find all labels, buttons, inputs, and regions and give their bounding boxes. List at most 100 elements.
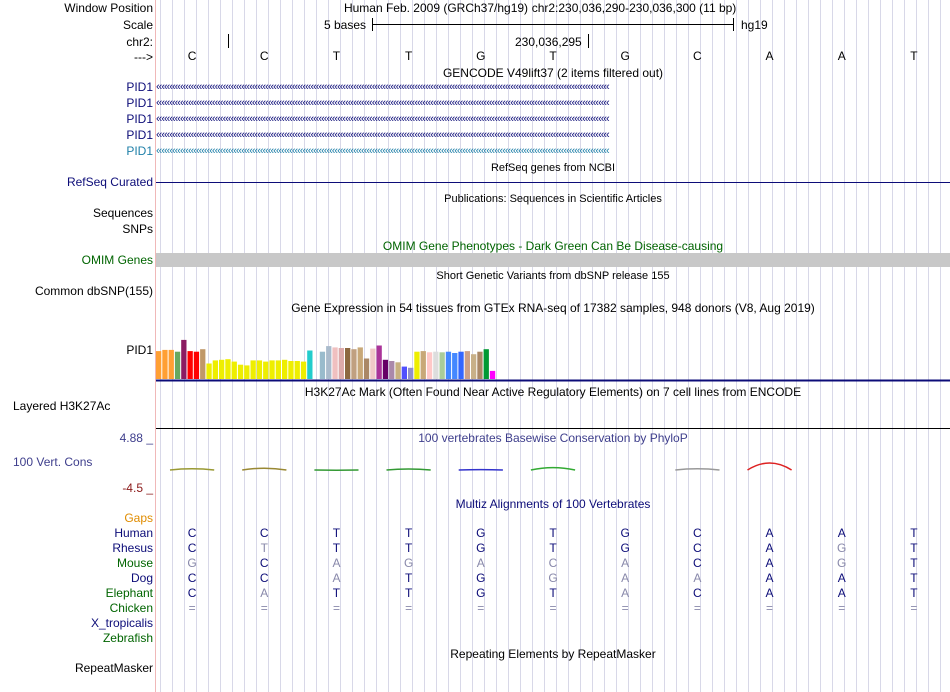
cons-track-title: 100 vertebrates Basewise Conservation by… <box>418 431 688 445</box>
alignment-base-chicken: = <box>332 601 340 615</box>
gaps-label: Gaps <box>124 511 153 525</box>
gtex-tissue-bar <box>370 348 376 379</box>
gtex-gene-label[interactable]: PID1 <box>126 343 153 357</box>
pubs-track-title: Publications: Sequences in Scientific Ar… <box>444 193 662 205</box>
gtex-tissue-bar <box>256 360 263 379</box>
alignment-base-mouse: A <box>476 556 485 570</box>
gtex-tissue-bar <box>294 361 300 379</box>
scale-bar <box>372 24 733 25</box>
gtex-tissue-bar <box>395 362 401 379</box>
scale-bar-left-tick <box>372 18 373 31</box>
h3k27ac-track-label[interactable]: Layered H3K27Ac <box>13 399 111 413</box>
alignment-base-mouse: C <box>259 556 269 570</box>
gtex-tissue-bar <box>206 363 212 379</box>
reference-base: C <box>259 49 269 63</box>
species-label-human: Human <box>114 526 153 540</box>
gene-label-pid1[interactable]: PID1 <box>126 96 153 110</box>
reference-base: T <box>910 49 918 63</box>
alignment-base-elephant: A <box>621 586 630 600</box>
gtex-tissue-bar <box>464 351 470 379</box>
alignment-base-human: T <box>404 526 413 540</box>
conservation-plot[interactable] <box>156 445 950 495</box>
alignment-base-human: T <box>332 526 341 540</box>
gtex-tissue-bar <box>433 351 439 379</box>
db-label: hg19 <box>741 18 768 32</box>
refseq-intron-line[interactable] <box>156 182 950 183</box>
gtex-tissue-bar <box>193 351 200 379</box>
refseq-track-title: RefSeq genes from NCBI <box>490 162 616 174</box>
gene-model-pid1[interactable]: ‹‹‹‹‹‹‹‹‹‹‹‹‹‹‹‹‹‹‹‹‹‹‹‹‹‹‹‹‹‹‹‹‹‹‹‹‹‹‹‹… <box>156 113 610 125</box>
gtex-tissue-bar <box>489 370 496 379</box>
gene-label-pid1[interactable]: PID1 <box>126 112 153 126</box>
reference-base: G <box>620 49 630 63</box>
gtex-bar-chart[interactable] <box>156 312 950 382</box>
window-position-label: Window Position <box>64 1 153 15</box>
alignment-base-chicken: = <box>910 601 918 615</box>
gtex-tissue-bar <box>200 349 206 379</box>
gtex-tissue-bar <box>174 351 181 379</box>
gene-model-pid1[interactable]: ‹‹‹‹‹‹‹‹‹‹‹‹‹‹‹‹‹‹‹‹‹‹‹‹‹‹‹‹‹‹‹‹‹‹‹‹‹‹‹‹… <box>156 97 610 109</box>
gtex-tissue-bar <box>458 351 464 379</box>
conservation-mark <box>242 467 287 471</box>
reference-base: T <box>404 49 413 63</box>
alignment-base-dog: G <box>548 571 558 585</box>
alignment-base-chicken: = <box>188 601 196 615</box>
alignment-base-dog: A <box>837 571 846 585</box>
reference-base: C <box>693 49 702 63</box>
gtex-tissue-bar <box>345 348 351 379</box>
alignment-base-chicken: = <box>260 601 268 615</box>
alignment-base-human: C <box>259 526 269 540</box>
alignment-base-rhesus: T <box>404 541 413 555</box>
gtex-track-title: Gene Expression in 54 tissues from GTEx … <box>291 301 815 315</box>
alignment-base-elephant: G <box>476 586 486 600</box>
alignment-base-mouse: A <box>621 556 630 570</box>
reference-base: G <box>476 49 486 63</box>
repeatmasker-track-label[interactable]: RepeatMasker <box>74 661 153 675</box>
alignment-base-mouse: G <box>403 556 414 570</box>
gtex-tissue-bar <box>483 349 489 379</box>
alignment-base-mouse: C <box>548 556 558 570</box>
species-label-elephant: Elephant <box>105 586 153 600</box>
alignment-base-chicken: = <box>838 601 846 615</box>
gene-model-pid1[interactable]: ‹‹‹‹‹‹‹‹‹‹‹‹‹‹‹‹‹‹‹‹‹‹‹‹‹‹‹‹‹‹‹‹‹‹‹‹‹‹‹‹… <box>156 145 610 157</box>
alignment-base-elephant: C <box>693 586 702 600</box>
gtex-tissue-bar <box>263 361 269 379</box>
sequences-track-label[interactable]: Sequences <box>92 206 153 220</box>
gene-model-pid1[interactable]: ‹‹‹‹‹‹‹‹‹‹‹‹‹‹‹‹‹‹‹‹‹‹‹‹‹‹‹‹‹‹‹‹‹‹‹‹‹‹‹‹… <box>156 129 610 141</box>
gtex-tissue-bar <box>219 359 225 379</box>
alignment-base-elephant: A <box>260 586 269 600</box>
reference-base: A <box>837 49 846 63</box>
alignment-base-elephant: A <box>837 586 846 600</box>
cons-min-label: -4.5 _ <box>122 481 153 495</box>
gtex-tissue-bar <box>181 339 187 379</box>
gene-label-pid1[interactable]: PID1 <box>126 128 153 142</box>
browser-track-canvas[interactable]: Human Feb. 2009 (GRCh37/hg19) chr2:230,0… <box>156 0 950 692</box>
gtex-tissue-bar <box>452 353 458 379</box>
sidebar-divider <box>155 0 156 692</box>
alignment-base-elephant: A <box>765 586 774 600</box>
alignment-base-rhesus: T <box>260 541 268 555</box>
dbsnp-track-label[interactable]: Common dbSNP(155) <box>34 284 153 298</box>
alignment-base-human: C <box>187 526 197 540</box>
gtex-tissue-bar <box>439 352 445 379</box>
omim-track-label[interactable]: OMIM Genes <box>81 253 153 267</box>
snps-track-label[interactable]: SNPs <box>122 222 153 236</box>
gtex-tissue-bar <box>244 365 250 379</box>
cons-track-label[interactable]: 100 Vert. Cons <box>13 455 93 469</box>
omim-gene-bar[interactable] <box>156 253 950 267</box>
omim-track-title: OMIM Gene Phenotypes - Dark Green Can Be… <box>382 239 724 253</box>
conservation-mark <box>386 468 431 471</box>
conservation-mark <box>169 468 215 471</box>
gtex-tissue-bar <box>307 350 313 379</box>
gene-model-pid1[interactable]: ‹‹‹‹‹‹‹‹‹‹‹‹‹‹‹‹‹‹‹‹‹‹‹‹‹‹‹‹‹‹‹‹‹‹‹‹‹‹‹‹… <box>156 81 610 93</box>
gene-label-pid1[interactable]: PID1 <box>126 144 153 158</box>
refseq-track-label[interactable]: RefSeq Curated <box>66 175 153 189</box>
conservation-mark <box>530 466 576 471</box>
gene-label-pid1[interactable]: PID1 <box>126 80 153 94</box>
strand-arrow-label: ---> <box>134 50 153 64</box>
alignment-base-rhesus: G <box>620 541 630 555</box>
alignment-base-human: T <box>910 526 918 540</box>
alignment-base-dog: T <box>404 571 413 585</box>
gtex-tissue-bar <box>250 360 256 379</box>
alignment-base-rhesus: A <box>765 541 774 555</box>
